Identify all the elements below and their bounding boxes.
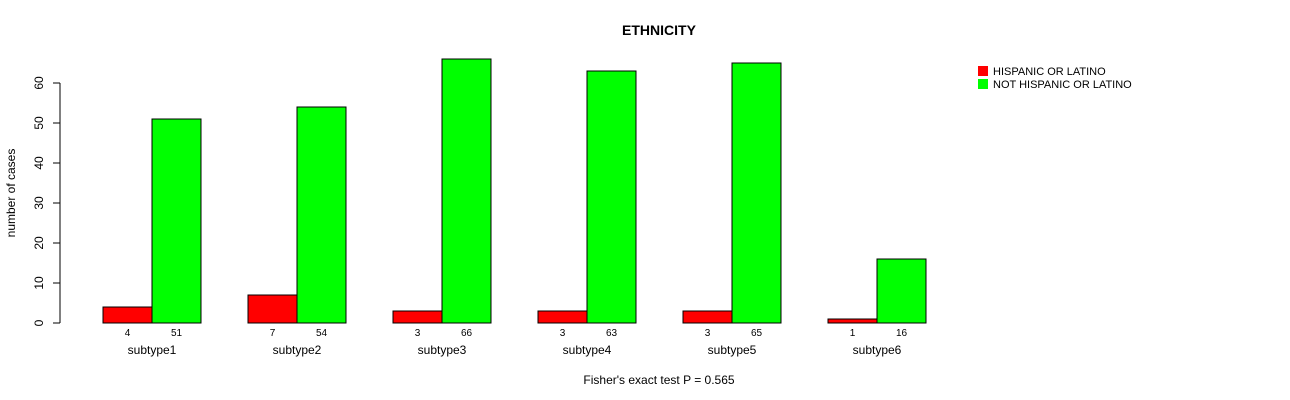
y-tick-label: 30	[32, 196, 46, 210]
bar-subtype3-series-1	[441, 58, 492, 324]
bar-value-label: 3	[560, 328, 566, 339]
bar-subtype1-series-0	[102, 306, 153, 324]
bar-group-subtype4: 3 63 subtype4	[537, 70, 637, 357]
bar-value-label: 65	[751, 328, 763, 339]
bar-subtype3-series-0	[392, 310, 443, 324]
bar-value-label: 4	[125, 328, 131, 339]
bar-subtype4-series-0	[537, 310, 588, 324]
legend-swatch	[978, 79, 988, 89]
bar-subtype6-series-0	[827, 318, 878, 324]
bar-subtype5-series-0	[682, 310, 733, 324]
bar-value-label: 66	[461, 328, 473, 339]
fisher-test-note: Fisher's exact test P = 0.565	[583, 373, 734, 387]
category-label: subtype2	[273, 343, 322, 357]
bar-value-label: 3	[415, 328, 421, 339]
y-tick-label: 0	[32, 319, 46, 326]
y-tick-label: 20	[32, 236, 46, 250]
category-label: subtype3	[418, 343, 467, 357]
bar-subtype5-series-1	[731, 62, 782, 324]
bar-group-subtype6: 1 16 subtype6	[827, 258, 927, 357]
bar-subtype2-series-0	[247, 294, 298, 324]
bar-value-label: 16	[896, 328, 908, 339]
bar-value-label: 54	[316, 328, 328, 339]
bar-subtype6-series-1	[876, 258, 927, 324]
category-label: subtype6	[853, 343, 902, 357]
legend-entry-label: HISPANIC OR LATINO	[993, 66, 1106, 78]
bar-group-subtype1: 4 51 subtype1	[102, 118, 202, 357]
bar-value-label: 1	[850, 328, 856, 339]
y-tick-label: 40	[32, 156, 46, 170]
category-label: subtype5	[708, 343, 757, 357]
legend-swatch	[978, 66, 988, 76]
y-tick-label: 60	[32, 76, 46, 90]
bar-subtype2-series-1	[296, 106, 347, 324]
bar-group-subtype3: 3 66 subtype3	[392, 58, 492, 357]
bar-subtype4-series-1	[586, 70, 637, 324]
category-label: subtype1	[128, 343, 177, 357]
bar-groups: 4 51 subtype1 7 54 subtype2 3 66 subtype3 3 63 subt…	[102, 58, 927, 357]
category-label: subtype4	[563, 343, 612, 357]
bar-subtype1-series-1	[151, 118, 202, 324]
y-axis-ticks: 0 10 20 30 40 50 60	[32, 76, 60, 326]
bar-value-label: 3	[705, 328, 711, 339]
y-tick-label: 10	[32, 276, 46, 290]
bar-group-subtype2: 7 54 subtype2	[247, 106, 347, 357]
bar-value-label: 51	[171, 328, 183, 339]
legend-entry-label: NOT HISPANIC OR LATINO	[993, 79, 1132, 91]
y-tick-label: 50	[32, 116, 46, 130]
bar-value-label: 7	[270, 328, 276, 339]
bar-group-subtype5: 3 65 subtype5	[682, 62, 782, 357]
y-axis-label: number of cases	[4, 149, 18, 238]
chart-title: ETHNICITY	[622, 22, 697, 38]
bar-value-label: 63	[606, 328, 618, 339]
